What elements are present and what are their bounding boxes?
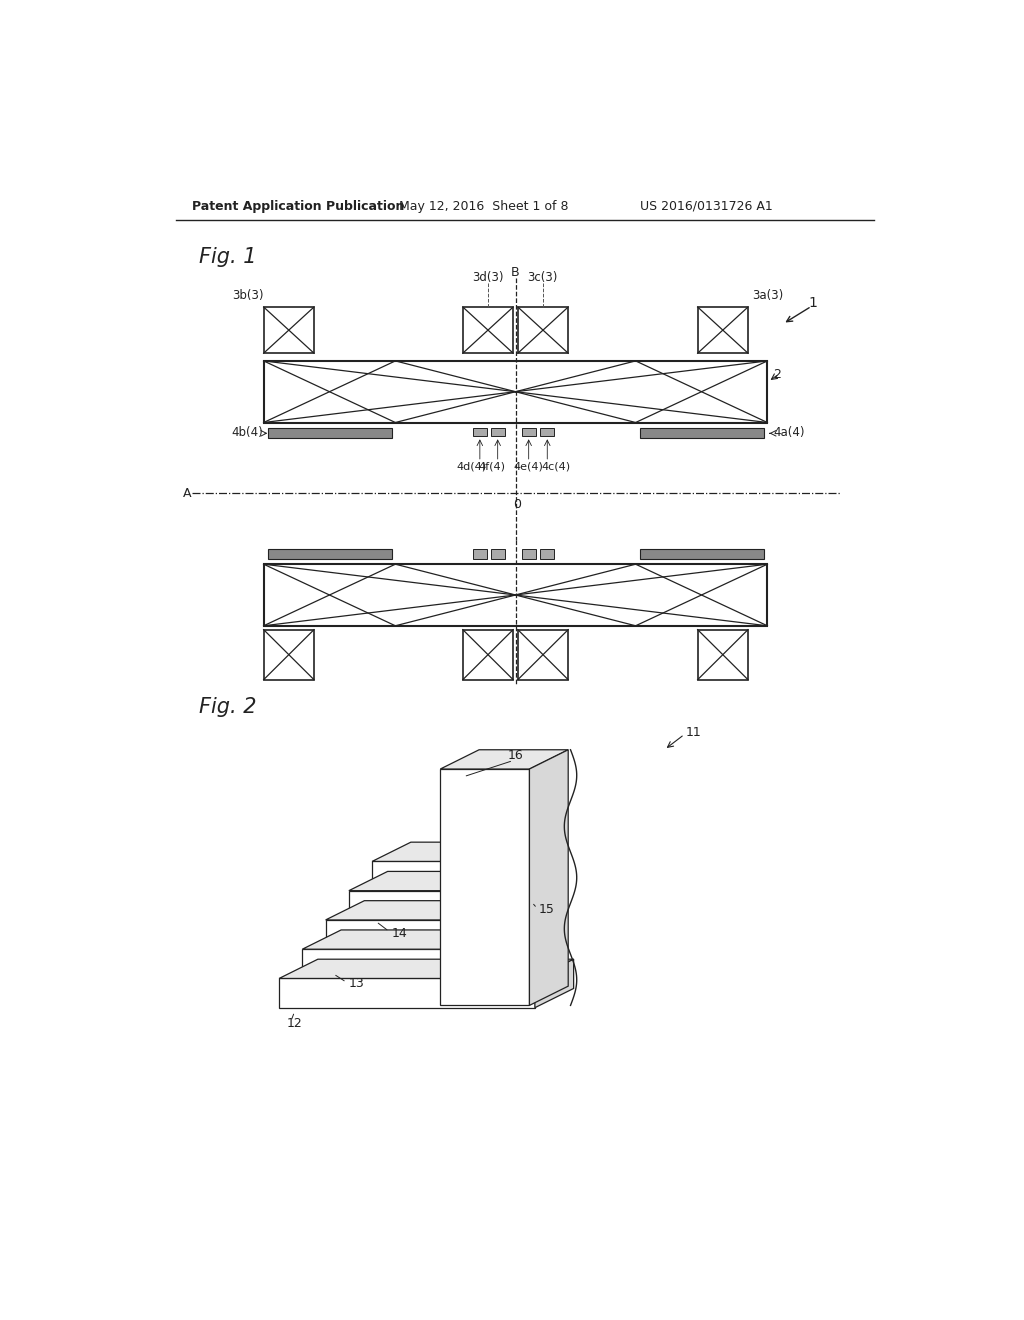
Text: 13: 13 (349, 977, 365, 990)
Bar (640, 549, 764, 558)
Bar (263, 308, 314, 354)
Polygon shape (326, 900, 527, 920)
Bar (490, 428, 505, 436)
Bar (518, 630, 568, 680)
Bar (267, 428, 391, 438)
Polygon shape (535, 960, 573, 1007)
Text: Fig. 2: Fig. 2 (200, 697, 257, 717)
Polygon shape (302, 929, 550, 949)
Text: Fig. 1: Fig. 1 (200, 247, 257, 267)
Text: 11: 11 (686, 726, 701, 739)
Bar (463, 308, 513, 354)
Polygon shape (442, 842, 480, 891)
Polygon shape (280, 960, 573, 978)
Polygon shape (349, 891, 465, 920)
Bar (263, 564, 767, 626)
Bar (267, 549, 391, 558)
Text: 3b(3): 3b(3) (232, 289, 263, 302)
Text: 14: 14 (391, 927, 408, 940)
Bar (697, 308, 748, 354)
Text: 4d(4): 4d(4) (457, 462, 486, 471)
Text: Patent Application Publication: Patent Application Publication (191, 199, 403, 213)
Polygon shape (440, 750, 568, 770)
Polygon shape (326, 920, 488, 949)
Text: B: B (511, 265, 520, 279)
Polygon shape (465, 871, 504, 920)
Bar (541, 549, 554, 558)
Text: 4c(4): 4c(4) (542, 462, 570, 471)
Text: 16: 16 (508, 748, 523, 762)
Text: 1: 1 (809, 296, 817, 310)
Polygon shape (349, 871, 504, 891)
Polygon shape (372, 842, 480, 862)
Bar (263, 630, 314, 680)
Text: 4f(4): 4f(4) (479, 462, 506, 471)
Polygon shape (529, 750, 568, 1006)
Polygon shape (302, 949, 512, 978)
Text: 15: 15 (539, 903, 555, 916)
Bar (473, 549, 486, 558)
Bar (518, 308, 568, 354)
Bar (541, 428, 554, 436)
Text: A: A (183, 487, 191, 500)
Polygon shape (488, 900, 527, 949)
Bar (640, 428, 764, 438)
Bar (521, 428, 536, 436)
Text: 3d(3): 3d(3) (473, 271, 504, 284)
Text: 4a(4): 4a(4) (773, 426, 805, 440)
Text: 3a(3): 3a(3) (752, 289, 783, 302)
Bar (490, 549, 505, 558)
Text: 4b(4): 4b(4) (231, 426, 263, 440)
Text: 2: 2 (773, 367, 781, 380)
Bar (521, 549, 536, 558)
Text: 3c(3): 3c(3) (527, 271, 558, 284)
Text: US 2016/0131726 A1: US 2016/0131726 A1 (640, 199, 772, 213)
Bar (463, 630, 513, 680)
Polygon shape (512, 929, 550, 978)
Bar (263, 360, 767, 422)
Polygon shape (440, 770, 529, 1006)
Polygon shape (280, 978, 535, 1007)
Polygon shape (372, 862, 442, 891)
Bar (697, 630, 748, 680)
Text: 12: 12 (287, 1016, 303, 1030)
Text: 4e(4): 4e(4) (514, 462, 544, 471)
Text: May 12, 2016  Sheet 1 of 8: May 12, 2016 Sheet 1 of 8 (399, 199, 568, 213)
Bar (473, 428, 486, 436)
Text: 0: 0 (513, 498, 521, 511)
